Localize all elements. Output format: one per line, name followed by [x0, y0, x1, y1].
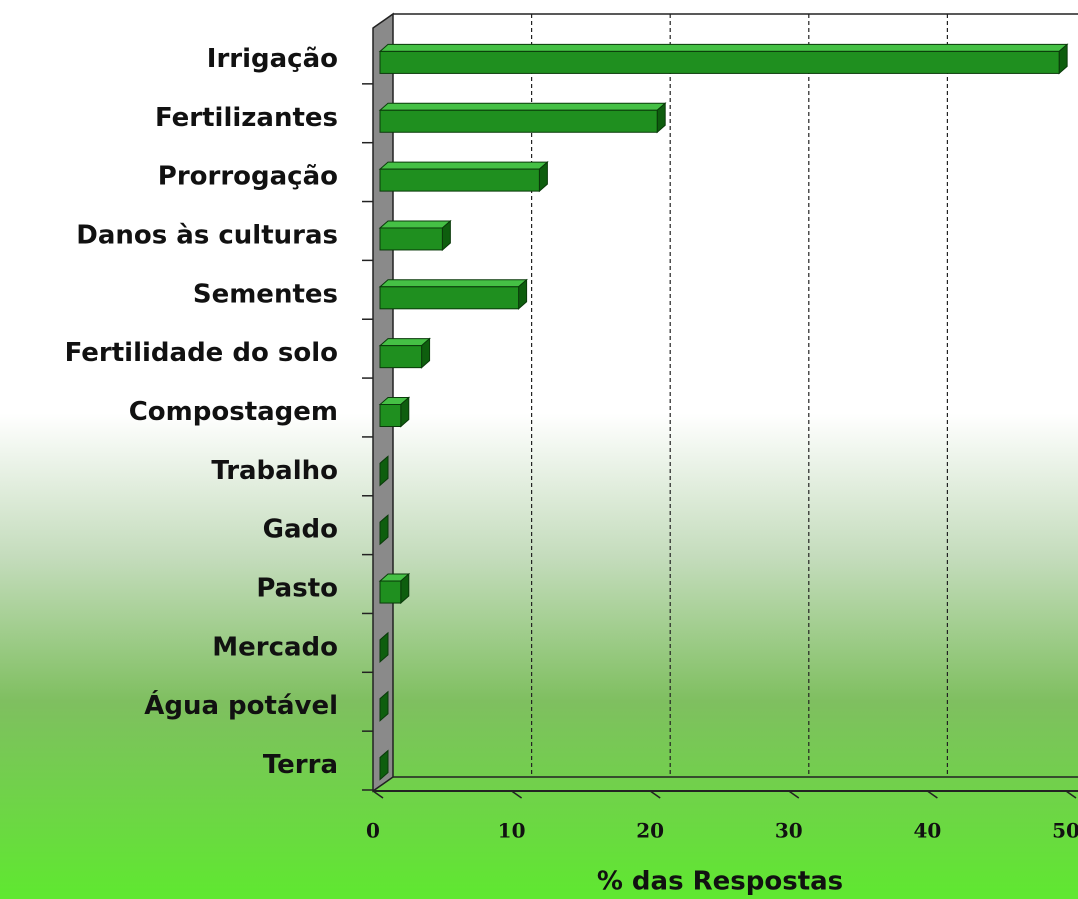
bar-top	[378, 43, 1069, 52]
x-tick-label: 10	[498, 819, 526, 843]
x-tick-label: 40	[913, 819, 941, 843]
bar	[378, 161, 549, 193]
bar	[378, 396, 411, 428]
x-tick-mark	[372, 790, 384, 799]
y-tick-label: Pasto	[256, 574, 338, 604]
bar	[378, 572, 411, 605]
y-tick-label: Água potável	[144, 689, 338, 721]
bar-side	[379, 749, 389, 781]
bar	[378, 219, 452, 252]
bar-side	[379, 631, 389, 663]
bar	[378, 337, 431, 369]
bar-side	[379, 690, 389, 722]
y-tick-label: Trabalho	[211, 456, 338, 486]
bar-front	[379, 227, 443, 251]
bar	[379, 690, 389, 722]
bar-front	[379, 345, 423, 369]
x-tick-mark	[1065, 790, 1077, 799]
y-tick-label: Fertilidade do solo	[65, 338, 338, 368]
bar-front	[379, 286, 520, 310]
x-axis-label: % das Respostas	[597, 867, 843, 897]
y-tick-label: Mercado	[212, 632, 338, 662]
x-tick-label: 50	[1052, 819, 1078, 843]
bar-front	[379, 168, 540, 192]
bar	[379, 455, 389, 487]
y-tick-label: Gado	[263, 515, 338, 545]
bar-front	[379, 580, 402, 604]
y-tick-label: Terra	[263, 750, 338, 780]
x-tick-mark	[649, 790, 661, 799]
y-tick-label: Compostagem	[129, 397, 338, 427]
x-tick-label: 30	[775, 819, 803, 843]
bar	[379, 749, 389, 781]
y-tick-label: Fertilizantes	[155, 103, 338, 133]
x-tick-label: 0	[366, 819, 380, 843]
bar-side	[379, 514, 389, 546]
bar-top	[378, 161, 549, 170]
bar	[378, 278, 528, 310]
bar-top	[378, 279, 528, 288]
y-tick-label: Danos às culturas	[76, 220, 338, 250]
bar-top	[378, 102, 667, 111]
x-tick-mark	[926, 790, 938, 799]
bar	[379, 514, 389, 546]
bar-front	[379, 404, 402, 427]
bar-front	[379, 50, 1060, 74]
bar	[378, 43, 1069, 75]
bar-top	[378, 220, 452, 229]
x-tick-mark	[511, 790, 523, 799]
y-tick-label: Irrigação	[207, 44, 338, 74]
bar-side	[379, 455, 389, 487]
bar	[378, 102, 667, 134]
bar-front	[379, 109, 658, 133]
y-tick-label: Sementes	[193, 279, 338, 309]
bar	[379, 631, 389, 663]
x-tick-label: 20	[636, 819, 664, 843]
y-tick-label: Prorrogação	[158, 162, 338, 192]
x-tick-mark	[788, 790, 800, 799]
